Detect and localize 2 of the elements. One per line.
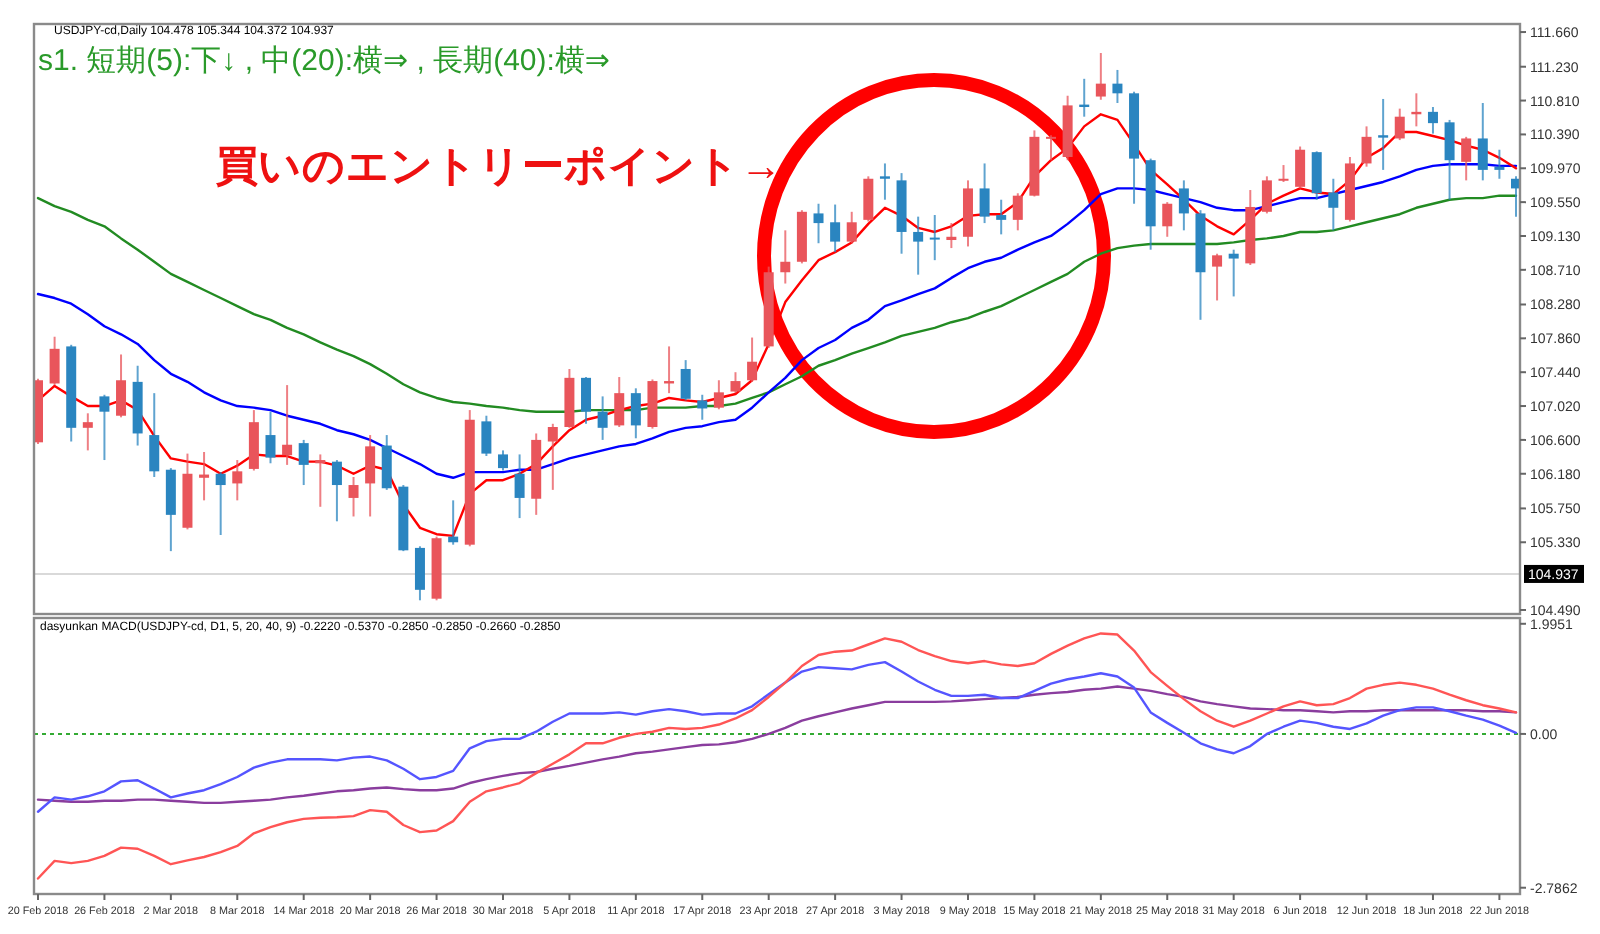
annotation: s1. 短期(5):下↓ , 中(20):横⇒ , 長期(40):横⇒ — [38, 44, 611, 78]
annotation: 買いのエントリーポイント→ — [214, 144, 782, 190]
